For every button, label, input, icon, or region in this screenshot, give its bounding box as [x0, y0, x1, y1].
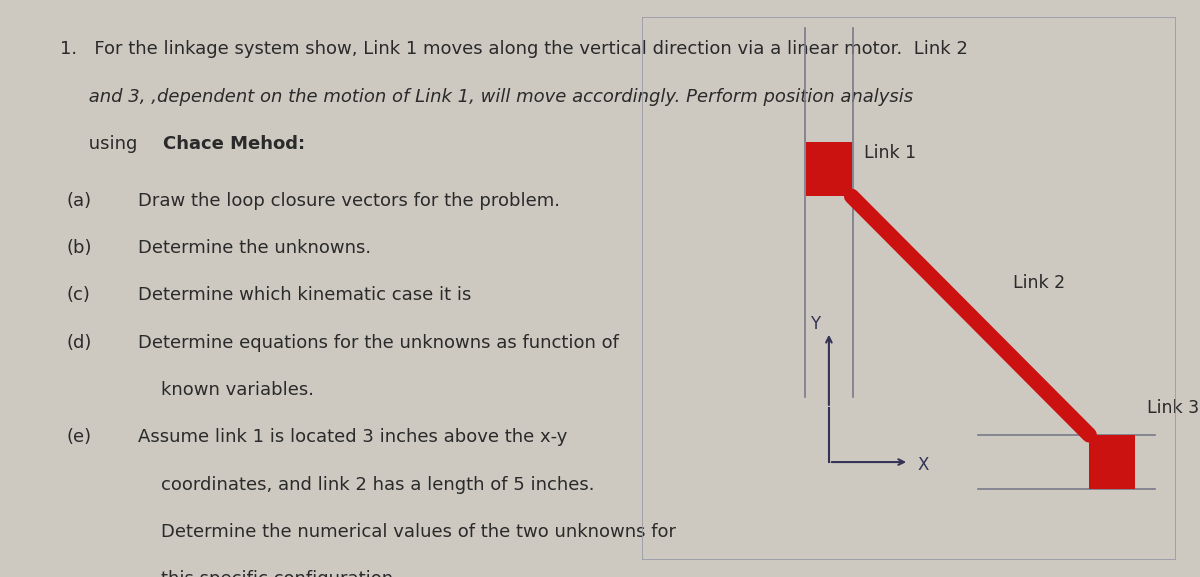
Text: Determine equations for the unknowns as function of: Determine equations for the unknowns as … [138, 334, 619, 352]
Text: (a): (a) [66, 192, 91, 210]
Text: Chace Mehod:: Chace Mehod: [163, 135, 305, 153]
Text: Y: Y [810, 315, 821, 333]
Text: Determine the unknowns.: Determine the unknowns. [138, 239, 371, 257]
Text: Determine which kinematic case it is: Determine which kinematic case it is [138, 286, 472, 305]
Text: (b): (b) [66, 239, 91, 257]
Text: X: X [917, 456, 929, 474]
Bar [806, 142, 852, 196]
Text: known variables.: known variables. [138, 381, 314, 399]
Text: Determine the numerical values of the two unknowns for: Determine the numerical values of the tw… [138, 523, 676, 541]
Text: Link 1: Link 1 [864, 144, 916, 162]
Text: (d): (d) [66, 334, 91, 352]
Text: Draw the loop closure vectors for the problem.: Draw the loop closure vectors for the pr… [138, 192, 560, 210]
Text: (e): (e) [66, 428, 91, 447]
Text: this specific configuration.: this specific configuration. [138, 570, 398, 577]
Text: coordinates, and link 2 has a length of 5 inches.: coordinates, and link 2 has a length of … [138, 475, 594, 494]
Text: 1.   For the linkage system show, Link 1 moves along the vertical direction via : 1. For the linkage system show, Link 1 m… [60, 40, 968, 58]
Text: Assume link 1 is located 3 inches above the x-y: Assume link 1 is located 3 inches above … [138, 428, 568, 447]
Text: (c): (c) [66, 286, 90, 305]
Text: using: using [60, 135, 143, 153]
Text: Link 2: Link 2 [1013, 274, 1066, 292]
Text: and 3, ,dependent on the motion of Link 1, will move accordingly. Perform positi: and 3, ,dependent on the motion of Link … [60, 88, 913, 106]
Text: Link 3: Link 3 [1147, 399, 1199, 417]
Bar [1090, 435, 1135, 489]
